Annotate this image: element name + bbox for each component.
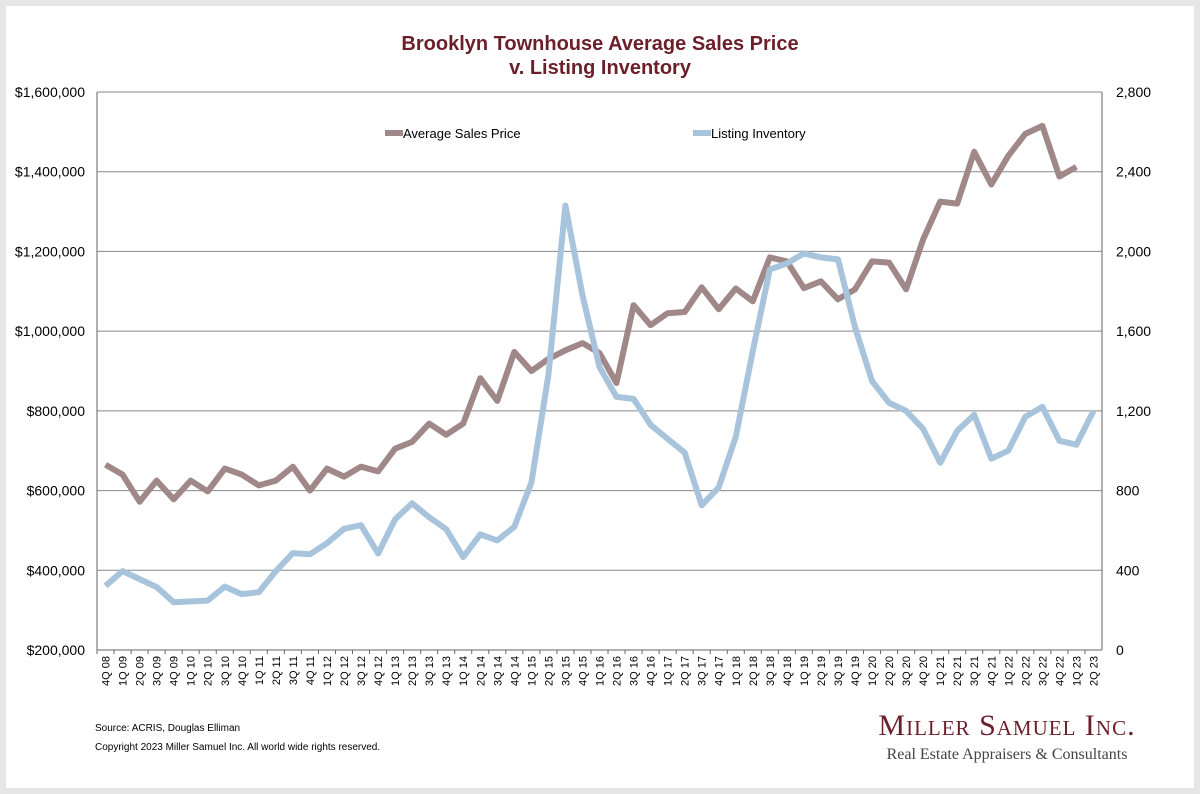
x-tick-label: 3Q 11 [288, 656, 300, 685]
x-tick-label: 4Q 15 [577, 656, 589, 686]
x-tick-label: 3Q 14 [492, 656, 504, 686]
y-right-tick-label: 800 [1116, 483, 1140, 499]
x-tick-label: 4Q 20 [918, 656, 930, 686]
x-tick-label: 2Q 21 [952, 656, 964, 686]
x-tick-label: 3Q 10 [220, 656, 232, 686]
x-tick-label: 4Q 12 [373, 656, 385, 686]
x-tick-label: 1Q 10 [186, 656, 198, 686]
y-left-tick-label: $1,200,000 [15, 243, 85, 259]
chart-frame [6, 6, 1194, 788]
x-tick-label: 2Q 12 [339, 656, 351, 686]
x-tick-label: 1Q 16 [595, 656, 607, 686]
x-tick-label: 2Q 18 [748, 656, 760, 686]
x-tick-label: 4Q 17 [714, 656, 726, 686]
chart-title-line-1: Brooklyn Townhouse Average Sales Price [401, 33, 799, 55]
x-tick-label: 2Q 14 [475, 656, 487, 686]
series-line-listing-inventory [103, 202, 1097, 606]
x-tick-label: 1Q 20 [867, 656, 879, 686]
x-tick-label: 4Q 19 [850, 656, 862, 686]
x-tick-label: 2Q 19 [816, 656, 828, 686]
x-tick-label: 4Q 13 [441, 656, 453, 686]
x-tick-label: 3Q 18 [765, 656, 777, 686]
y-left-tick-label: $400,000 [27, 562, 86, 578]
y-right-tick-label: 1,200 [1116, 403, 1151, 419]
y-right-tick-label: 0 [1116, 642, 1124, 658]
source-note: Source: ACRIS, Douglas Elliman [95, 723, 241, 734]
y-left-tick-label: $200,000 [27, 642, 86, 658]
x-tick-label: 3Q 21 [969, 656, 981, 686]
y-right-tick-label: 2,800 [1116, 84, 1151, 100]
x-tick-label: 4Q 11 [305, 656, 317, 685]
x-tick-label: 4Q 08 [101, 656, 113, 686]
brand-logo: Miller Samuel Inc. Real Estate Appraiser… [862, 710, 1152, 764]
x-tick-label: 1Q 23 [1071, 656, 1083, 686]
y-right-tick-label: 2,000 [1116, 243, 1151, 259]
x-tick-label: 3Q 16 [629, 656, 641, 686]
copyright-note: Copyright 2023 Miller Samuel Inc. All wo… [95, 742, 381, 753]
series-line-average-sales-price [103, 122, 1078, 505]
x-tick-label: 2Q 23 [1088, 656, 1100, 686]
x-tick-label: 4Q 21 [986, 656, 998, 686]
x-tick-label: 2Q 15 [543, 656, 555, 686]
y-right-tick-label: 400 [1116, 562, 1140, 578]
x-tick-label: 1Q 22 [1003, 656, 1015, 686]
x-tick-label: 3Q 12 [356, 656, 368, 686]
chart-title: Brooklyn Townhouse Average Sales Price v… [0, 32, 1200, 80]
x-tick-label: 1Q 19 [799, 656, 811, 686]
x-tick-label: 1Q 13 [390, 656, 402, 686]
x-tick-label: 2Q 09 [135, 656, 147, 686]
x-tick-label: 3Q 13 [424, 656, 436, 686]
chart-title-line-2: v. Listing Inventory [509, 57, 691, 79]
x-tick-label: 2Q 17 [680, 656, 692, 686]
x-tick-label: 4Q 22 [1054, 656, 1066, 686]
legend-label-listing-inventory: Listing Inventory [711, 126, 806, 141]
x-tick-label: 1Q 17 [663, 656, 675, 686]
x-tick-label: 4Q 10 [237, 656, 249, 686]
x-tick-label: 4Q 09 [169, 656, 181, 686]
x-tick-label: 1Q 21 [935, 656, 947, 686]
brand-name: Miller Samuel Inc. [878, 709, 1136, 742]
x-tick-label: 3Q 22 [1037, 656, 1049, 686]
y-right-tick-label: 2,400 [1116, 164, 1151, 180]
x-tick-label: 1Q 18 [731, 656, 743, 686]
legend-label-average-sales-price: Average Sales Price [403, 126, 521, 141]
x-tick-label: 4Q 16 [646, 656, 658, 686]
x-tick-label: 3Q 17 [697, 656, 709, 686]
x-tick-label: 1Q 15 [526, 656, 538, 686]
x-tick-label: 1Q 12 [322, 656, 334, 686]
y-left-tick-label: $600,000 [27, 483, 86, 499]
brand-tagline: Real Estate Appraisers & Consultants [886, 746, 1128, 763]
x-tick-label: 2Q 22 [1020, 656, 1032, 686]
y-left-tick-label: $1,000,000 [15, 323, 85, 339]
y-left-tick-label: $1,600,000 [15, 84, 85, 100]
x-tick-label: 3Q 19 [833, 656, 845, 686]
x-tick-label: 2Q 11 [271, 656, 283, 685]
x-tick-label: 4Q 18 [782, 656, 794, 686]
x-tick-label: 1Q 14 [458, 656, 470, 686]
x-tick-label: 3Q 15 [560, 656, 572, 686]
x-tick-label: 2Q 13 [407, 656, 419, 686]
x-tick-label: 1Q 09 [118, 656, 130, 686]
x-tick-label: 3Q 09 [152, 656, 164, 686]
y-left-tick-label: $1,400,000 [15, 164, 85, 180]
y-right-tick-label: 1,600 [1116, 323, 1151, 339]
x-tick-label: 2Q 10 [203, 656, 215, 686]
x-tick-label: 2Q 20 [884, 656, 896, 686]
x-tick-label: 4Q 14 [509, 656, 521, 686]
x-tick-label: 1Q 11 [254, 656, 266, 685]
x-tick-label: 3Q 20 [901, 656, 913, 686]
x-tick-label: 2Q 16 [612, 656, 624, 686]
y-left-tick-label: $800,000 [27, 403, 86, 419]
